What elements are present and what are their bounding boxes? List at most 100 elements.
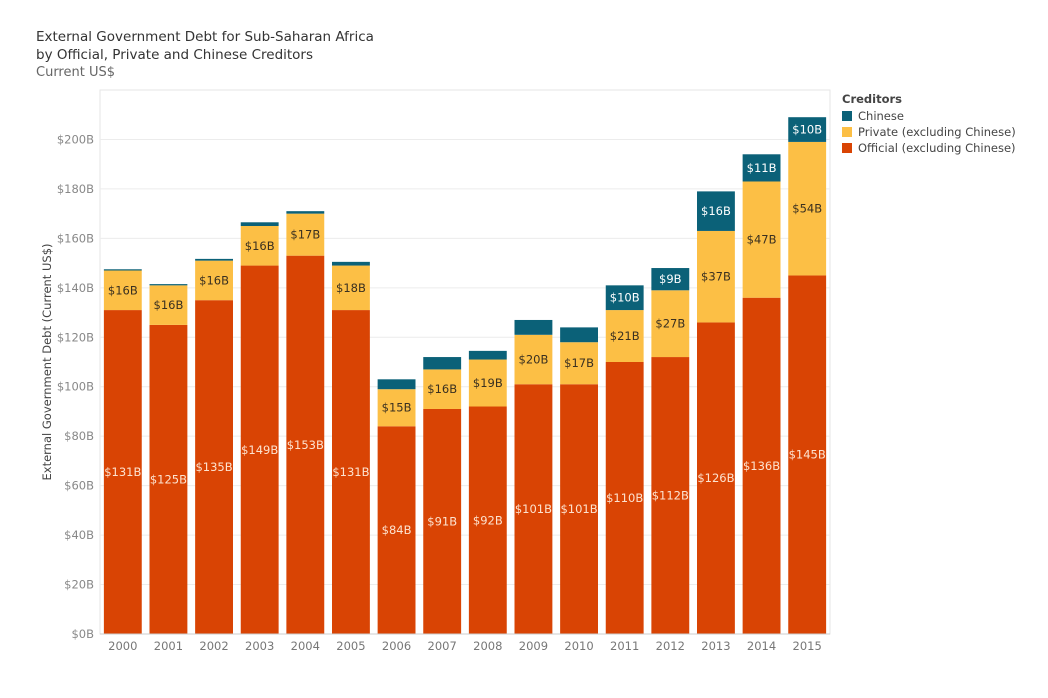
- x-tick-label-2010: 2010: [564, 639, 593, 653]
- bar-private-2002: [195, 260, 233, 301]
- bar-private-2003: [240, 226, 279, 266]
- legend: Creditors Chinese Private (excluding Chi…: [842, 92, 1016, 156]
- bar-official-2015: [788, 275, 827, 634]
- bar-chinese-2014: [742, 154, 781, 182]
- data-label-private-2009: $20B: [519, 353, 549, 367]
- x-tick-label-2008: 2008: [473, 639, 502, 653]
- data-label-official-2005: $131B: [332, 465, 369, 479]
- data-label-private-2004: $17B: [290, 228, 320, 242]
- bar-chinese-2003: [240, 222, 279, 226]
- data-label-official-2000: $131B: [104, 465, 141, 479]
- legend-swatch-private: [842, 127, 852, 137]
- data-label-private-2011: $21B: [610, 329, 640, 343]
- data-label-official-2004: $153B: [287, 438, 324, 452]
- y-tick-label: $0B: [71, 627, 94, 641]
- data-label-official-2011: $110B: [606, 491, 643, 505]
- y-tick-label: $100B: [57, 380, 94, 394]
- legend-item-chinese[interactable]: Chinese: [842, 108, 1016, 124]
- data-label-official-2010: $101B: [560, 502, 597, 516]
- data-label-official-2012: $112B: [652, 489, 689, 503]
- legend-item-official[interactable]: Official (excluding Chinese): [842, 140, 1016, 156]
- y-tick-label: $20B: [64, 578, 94, 592]
- bar-chinese-2008: [468, 350, 507, 360]
- x-tick-label-2012: 2012: [656, 639, 685, 653]
- bar-private-2012: [651, 290, 690, 358]
- data-label-chinese-2014: $11B: [747, 161, 777, 175]
- bar-private-2013: [697, 230, 735, 323]
- bar-official-2010: [560, 384, 598, 634]
- bar-private-2011: [605, 310, 644, 362]
- bar-official-2003: [240, 265, 279, 634]
- x-tick-label-2004: 2004: [291, 639, 320, 653]
- bar-chinese-2012: [651, 268, 690, 291]
- data-label-official-2013: $126B: [697, 471, 734, 485]
- data-label-private-2006: $15B: [382, 401, 412, 415]
- x-tick-label-2003: 2003: [245, 639, 274, 653]
- data-label-private-2002: $16B: [199, 273, 229, 287]
- legend-swatch-chinese: [842, 111, 852, 121]
- bar-chinese-2010: [560, 327, 598, 343]
- data-label-chinese-2013: $16B: [701, 204, 731, 218]
- y-tick-label: $200B: [57, 132, 94, 146]
- data-label-private-2000: $16B: [108, 283, 138, 297]
- legend-item-private[interactable]: Private (excluding Chinese): [842, 124, 1016, 140]
- bar-chinese-2001: [149, 284, 188, 286]
- data-label-chinese-2011: $10B: [610, 291, 640, 305]
- x-tick-label-2009: 2009: [519, 639, 548, 653]
- bar-private-2008: [468, 359, 507, 407]
- y-tick-label: $180B: [57, 182, 94, 196]
- x-tick-label-2001: 2001: [154, 639, 183, 653]
- data-label-private-2003: $16B: [245, 239, 275, 253]
- chart-title-block: External Government Debt for Sub-Saharan…: [36, 28, 374, 82]
- legend-swatch-official: [842, 143, 852, 153]
- bar-private-2005: [332, 265, 370, 311]
- x-tick-label-2007: 2007: [428, 639, 457, 653]
- x-tick-label-2013: 2013: [701, 639, 730, 653]
- bar-official-2011: [605, 362, 644, 634]
- bar-official-2005: [332, 310, 370, 634]
- data-label-private-2005: $18B: [336, 281, 366, 295]
- x-tick-label-2006: 2006: [382, 639, 411, 653]
- axes: $0B $20B $40B $60B $80B $100B $120B $140B $160B $…: [40, 132, 830, 653]
- bar-private-2014: [742, 181, 781, 298]
- data-label-official-2008: $92B: [473, 513, 503, 527]
- x-tick-label-2014: 2014: [747, 639, 776, 653]
- bar-chinese-2011: [605, 285, 644, 311]
- y-tick-label: $140B: [57, 281, 94, 295]
- legend-label-private: Private (excluding Chinese): [858, 125, 1016, 139]
- y-tick-label: $60B: [64, 479, 94, 493]
- bar-chinese-2006: [377, 379, 416, 390]
- data-label-official-2006: $84B: [382, 523, 412, 537]
- data-label-private-2010: $17B: [564, 356, 594, 370]
- bar-private-2009: [514, 334, 553, 385]
- data-label-official-2009: $101B: [515, 502, 552, 516]
- data-label-official-2014: $136B: [743, 459, 780, 473]
- data-label-chinese-2012: $9B: [659, 272, 682, 286]
- chart-subtitle: Current US$: [36, 65, 115, 80]
- legend-title: Creditors: [842, 92, 902, 106]
- bar-official-2004: [286, 255, 325, 634]
- bar-private-2006: [377, 389, 416, 427]
- legend-label-chinese: Chinese: [858, 109, 904, 123]
- bar-official-2000: [103, 310, 142, 634]
- bar-chinese-2007: [423, 357, 462, 370]
- data-label-private-2015: $54B: [792, 202, 822, 216]
- bar-official-2014: [742, 297, 781, 634]
- data-label-private-2013: $37B: [701, 270, 731, 284]
- bar-private-2000: [103, 270, 142, 311]
- bar-official-2001: [149, 324, 188, 634]
- data-label-official-2007: $91B: [427, 514, 457, 528]
- bar-private-2001: [149, 285, 188, 325]
- bar-official-2002: [195, 300, 233, 634]
- bar-private-2007: [423, 369, 462, 409]
- bar-chinese-2015: [788, 117, 827, 142]
- chart-title-line-2: by Official, Private and Chinese Credito…: [36, 47, 314, 63]
- y-tick-label: $120B: [57, 330, 94, 344]
- chart-title-line-1: External Government Debt for Sub-Saharan…: [36, 29, 374, 45]
- bar-chinese-2002: [195, 258, 233, 261]
- bar-official-2007: [423, 408, 462, 634]
- bar-chinese-2000: [103, 269, 142, 271]
- data-label-private-2007: $16B: [427, 382, 457, 396]
- x-tick-label-2002: 2002: [199, 639, 228, 653]
- data-label-official-2001: $125B: [150, 472, 187, 486]
